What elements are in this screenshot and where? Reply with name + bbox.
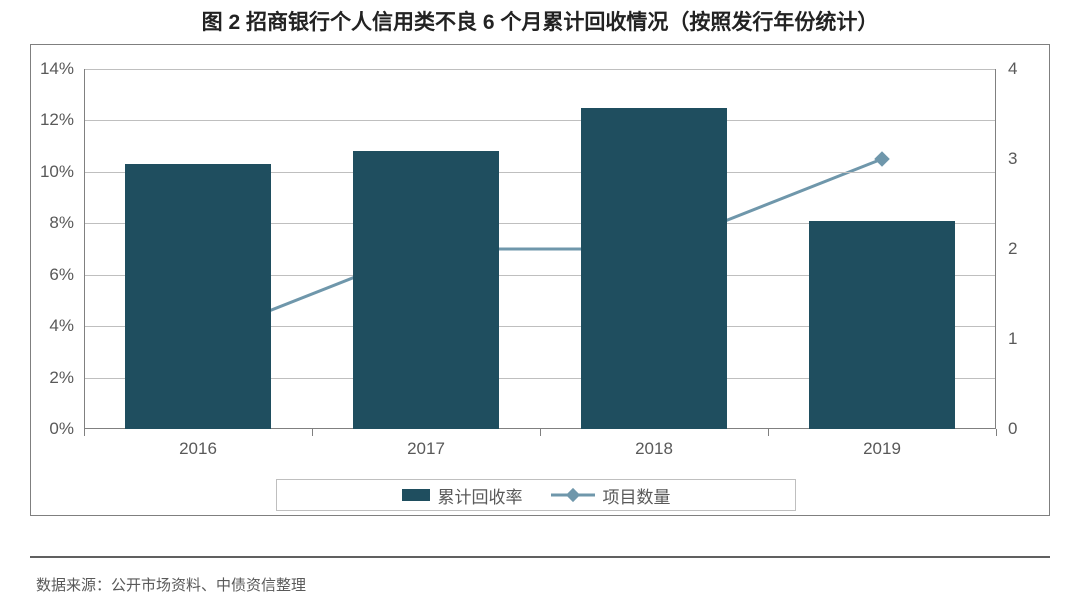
x-tick-label: 2019 <box>863 439 901 459</box>
x-tick-label: 2018 <box>635 439 673 459</box>
y-right-tick-label: 0 <box>1008 419 1017 439</box>
line-marker <box>874 151 890 167</box>
legend-item-line: 项目数量 <box>551 483 671 508</box>
y-right-tick-label: 3 <box>1008 149 1017 169</box>
x-tick <box>84 429 85 436</box>
gridline <box>84 120 996 121</box>
plot-area <box>84 69 996 429</box>
x-tick <box>768 429 769 436</box>
legend-item-bar: 累计回收率 <box>402 483 523 508</box>
bar <box>809 221 955 429</box>
y-left-tick-label: 10% <box>31 162 74 182</box>
chart-frame: 累计回收率 项目数量 0% 2% 4% 6% 8% 10% 12% 14% 0 1 2 3 4 2016 2… <box>30 44 1050 516</box>
y-right-tick-label: 1 <box>1008 329 1017 349</box>
bar <box>353 151 499 429</box>
bar <box>125 164 271 429</box>
y-left-tick-label: 6% <box>31 265 74 285</box>
legend-line-label: 项目数量 <box>603 483 671 508</box>
x-tick <box>540 429 541 436</box>
y-right-tick-label: 4 <box>1008 59 1017 79</box>
y-left-tick-label: 4% <box>31 316 74 336</box>
legend: 累计回收率 项目数量 <box>276 479 796 511</box>
legend-swatch-line <box>551 488 595 502</box>
gridline <box>84 69 996 70</box>
x-tick-label: 2017 <box>407 439 445 459</box>
y-left-tick-label: 0% <box>31 419 74 439</box>
y-right-tick-label: 2 <box>1008 239 1017 259</box>
y-left-tick-label: 2% <box>31 368 74 388</box>
x-tick <box>312 429 313 436</box>
y-left-tick-label: 14% <box>31 59 74 79</box>
bar <box>581 108 727 429</box>
x-tick-label: 2016 <box>179 439 217 459</box>
x-tick <box>996 429 997 436</box>
y-left-tick-label: 12% <box>31 110 74 130</box>
chart-title: 图 2 招商银行个人信用类不良 6 个月累计回收情况（按照发行年份统计） <box>0 0 1080 36</box>
legend-bar-label: 累计回收率 <box>438 483 523 508</box>
legend-swatch-bar <box>402 489 430 501</box>
data-source: 数据来源：公开市场资料、中债资信整理 <box>36 574 306 595</box>
separator-rule <box>30 556 1050 558</box>
y-left-tick-label: 8% <box>31 213 74 233</box>
